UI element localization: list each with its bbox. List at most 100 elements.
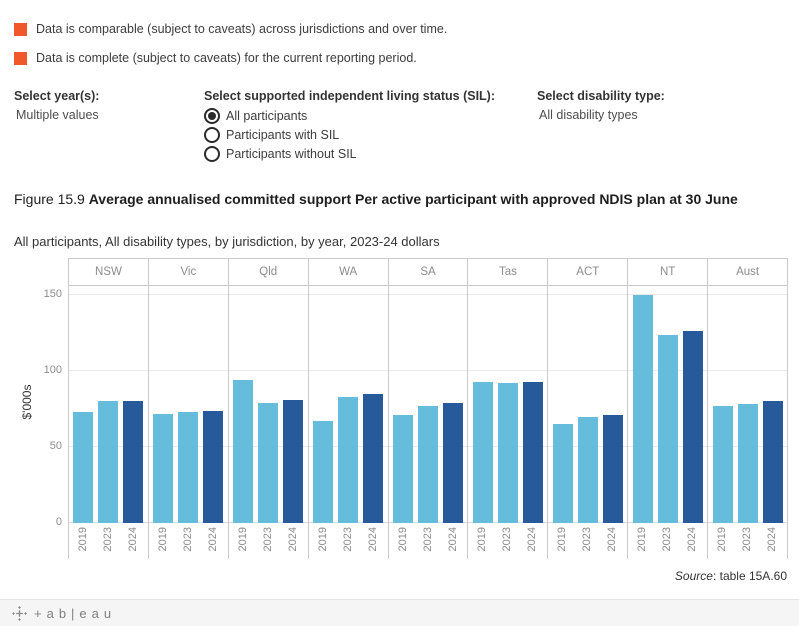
bar[interactable]: [178, 412, 199, 523]
year-box: 2019: [633, 527, 653, 559]
caveat-square-icon: [14, 51, 27, 65]
year-box: 2024: [363, 527, 383, 559]
bar[interactable]: [522, 382, 543, 523]
figure-number: Figure 15.9: [14, 191, 89, 207]
year-tick-label: 2019: [556, 527, 569, 552]
bar[interactable]: [393, 415, 413, 523]
tableau-logo[interactable]: +ab|eau: [12, 600, 116, 626]
jurisdiction-label: NSW: [95, 266, 122, 278]
year-tick-label: 2024: [606, 527, 619, 552]
year-axis-row: 2019 2023 2024 2019 2023 2024 2019 2023 2024 2019…: [68, 523, 789, 559]
bar[interactable]: [73, 412, 94, 523]
bar[interactable]: [98, 401, 119, 523]
filter-sil: Select supported independent living stat…: [204, 89, 495, 165]
jurisdiction-label: NT: [660, 266, 676, 278]
bar[interactable]: [338, 397, 359, 523]
year-label-cell: 2019 2023 2024: [389, 523, 469, 559]
bar[interactable]: [313, 421, 334, 523]
caveat-label: Data is comparable (subject to caveats) …: [36, 22, 448, 36]
year-tick-label: 2019: [396, 527, 409, 552]
year-box: 2023: [738, 527, 758, 559]
filter-year-value[interactable]: Multiple values: [16, 108, 99, 122]
sil-radio-option[interactable]: Participants with SIL: [204, 127, 495, 143]
bar[interactable]: [418, 406, 438, 523]
year-tick-label: 2023: [421, 527, 434, 552]
year-tick-label: 2023: [261, 527, 274, 552]
bar[interactable]: [712, 406, 733, 523]
bar[interactable]: [682, 331, 703, 523]
filter-disability-value[interactable]: All disability types: [539, 108, 638, 122]
year-tick-label: 2024: [766, 527, 779, 552]
year-box: 2019: [73, 527, 93, 559]
year-tick-label: 2019: [236, 527, 249, 552]
jurisdiction-header-cell: NT: [628, 259, 709, 285]
year-box: 2019: [313, 527, 333, 559]
year-tick-label: 2023: [661, 527, 674, 552]
tableau-mark-icon: [12, 606, 27, 621]
bar-group: [69, 286, 149, 523]
source-note: Source: table 15A.60: [675, 569, 787, 583]
y-tick-label: 100: [43, 364, 62, 376]
bar[interactable]: [602, 415, 623, 523]
source-word: Source: [674, 569, 713, 583]
bar[interactable]: [657, 335, 678, 523]
filter-year: Select year(s): Multiple values: [14, 89, 99, 122]
jurisdiction-header-cell: Tas: [468, 259, 549, 285]
year-tick-label: 2023: [501, 527, 514, 552]
year-box: 2024: [123, 527, 143, 559]
year-label-cell: 2019 2023 2024: [229, 523, 309, 559]
bar[interactable]: [258, 403, 279, 523]
bar[interactable]: [153, 414, 174, 523]
tableau-wordmark: +ab|eau: [34, 606, 117, 621]
sil-radio-option[interactable]: All participants: [204, 108, 495, 124]
y-tick-label: 150: [43, 288, 62, 300]
bar[interactable]: [472, 382, 493, 523]
bar[interactable]: [762, 401, 783, 523]
gridline: [69, 294, 788, 295]
caveat-item: Data is comparable (subject to caveats) …: [14, 22, 447, 36]
year-box: 2023: [178, 527, 198, 559]
year-box: 2024: [203, 527, 223, 559]
caveat-label: Data is complete (subject to caveats) fo…: [36, 51, 417, 65]
figure-title: Figure 15.9 Average annualised committed…: [14, 188, 776, 210]
bar[interactable]: [203, 411, 224, 523]
bar-group: [389, 286, 469, 523]
year-label-cell: 2019 2023 2024: [468, 523, 549, 559]
filter-year-label: Select year(s):: [14, 89, 100, 103]
year-tick-label: 2024: [206, 527, 219, 552]
bar[interactable]: [123, 401, 144, 523]
filter-sil-options: All participants Participants with SIL Par…: [204, 108, 495, 162]
figure-subtitle: All participants, All disability types, …: [14, 234, 440, 249]
bar[interactable]: [737, 404, 758, 523]
year-box: 2024: [603, 527, 623, 559]
jurisdiction-header-cell: NSW: [69, 259, 149, 285]
year-tick-label: 2024: [446, 527, 459, 552]
bar[interactable]: [497, 383, 518, 523]
radio-unselected-icon: [204, 146, 220, 162]
sil-radio-label: All participants: [226, 109, 308, 123]
sil-radio-option[interactable]: Participants without SIL: [204, 146, 495, 162]
jurisdiction-label: Tas: [498, 266, 517, 278]
year-label-cell: 2019 2023 2024: [708, 523, 789, 559]
year-box: 2023: [418, 527, 438, 559]
year-box: 2023: [98, 527, 118, 559]
bar[interactable]: [552, 424, 573, 523]
filter-disability: Select disability type: All disability t…: [537, 89, 665, 122]
radio-selected-icon: [204, 108, 220, 124]
year-tick-label: 2023: [581, 527, 594, 552]
bar[interactable]: [283, 400, 304, 523]
bar[interactable]: [632, 295, 653, 523]
year-label-cell: 2019 2023 2024: [548, 523, 629, 559]
plot-area: [68, 286, 789, 523]
bar[interactable]: [577, 417, 598, 523]
source-table-ref: : table 15A.60: [712, 569, 787, 583]
caveat-legend: Data is comparable (subject to caveats) …: [14, 22, 447, 80]
jurisdiction-header-cell: ACT: [548, 259, 629, 285]
bar[interactable]: [363, 394, 384, 523]
year-box: 2023: [338, 527, 358, 559]
bar-group: [149, 286, 229, 523]
bar[interactable]: [233, 380, 254, 523]
year-box: 2019: [473, 527, 493, 559]
bar-group: [628, 286, 709, 523]
bar[interactable]: [443, 403, 463, 523]
